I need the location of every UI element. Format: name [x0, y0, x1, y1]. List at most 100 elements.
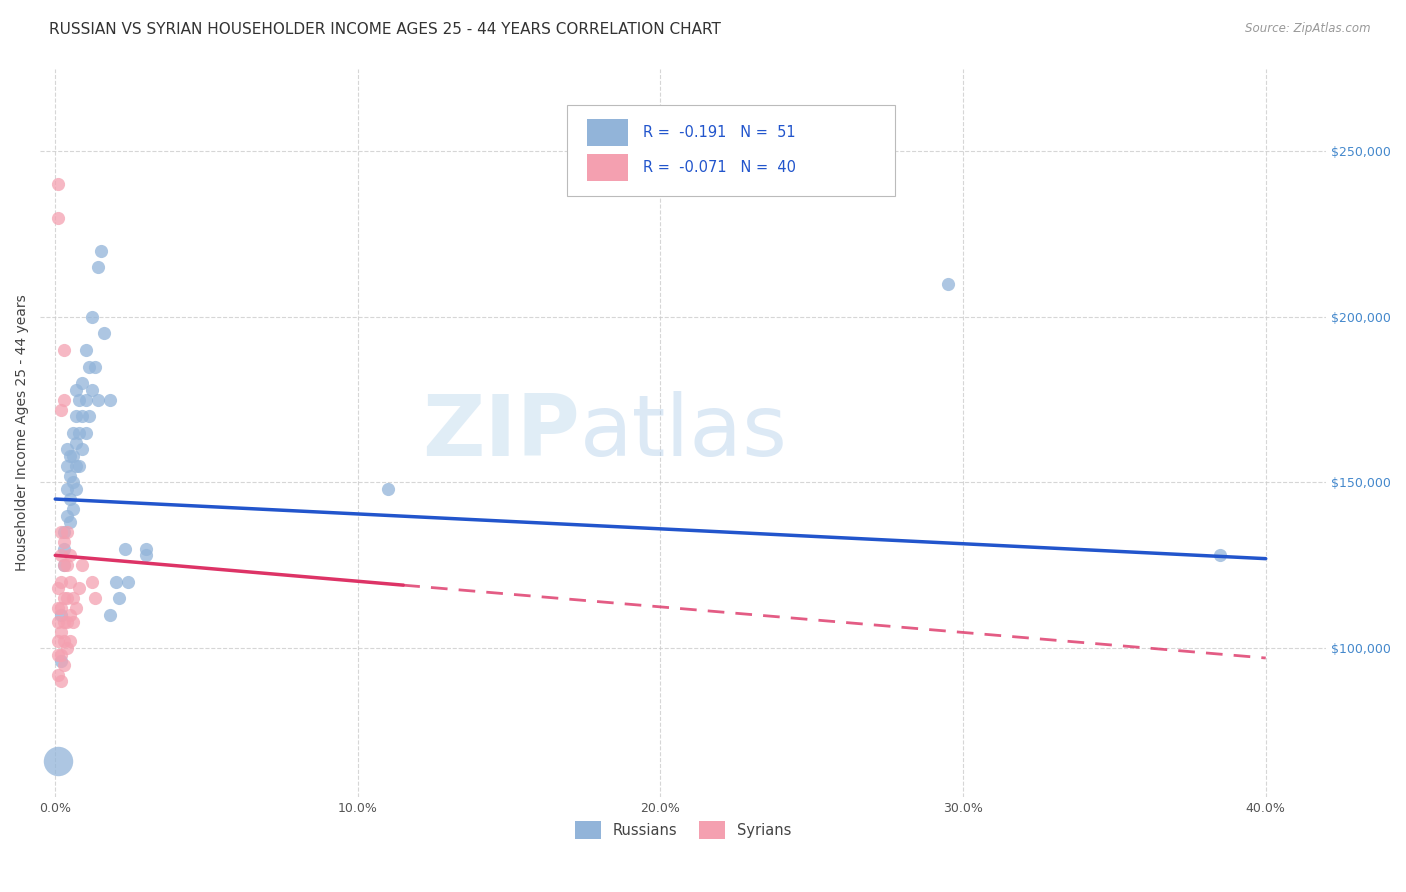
Point [46, 648, 69, 662]
Point [51, 525, 73, 540]
Point [56, 508, 79, 523]
Point [69, 425, 91, 440]
Point [62, 591, 84, 606]
Point [56, 591, 79, 606]
Point [51, 674, 73, 689]
Point [51, 648, 73, 662]
Text: atlas: atlas [581, 392, 789, 475]
Point [135, 549, 157, 563]
Text: R =  -0.071   N =  40: R = -0.071 N = 40 [644, 160, 796, 175]
Point [59, 574, 82, 589]
Point [75, 343, 97, 357]
Point [75, 392, 97, 407]
Point [59, 607, 82, 622]
Point [56, 442, 79, 457]
Point [56, 641, 79, 656]
Point [53, 535, 76, 549]
Point [51, 654, 73, 668]
Point [114, 541, 136, 556]
Point [51, 402, 73, 417]
Point [56, 458, 79, 473]
Point [46, 178, 69, 192]
Point [46, 211, 69, 225]
Point [53, 615, 76, 629]
Point [59, 491, 82, 506]
Legend: Russians, Syrians: Russians, Syrians [569, 815, 797, 845]
Point [51, 624, 73, 639]
Point [62, 449, 84, 463]
Point [65, 482, 87, 496]
Point [117, 574, 139, 589]
Point [75, 425, 97, 440]
Point [51, 601, 73, 615]
Point [59, 449, 82, 463]
Point [56, 558, 79, 573]
Point [86, 392, 108, 407]
Y-axis label: Householder Income Ages 25 - 44 years: Householder Income Ages 25 - 44 years [15, 294, 30, 571]
Point [69, 458, 91, 473]
Point [65, 409, 87, 424]
Point [46, 582, 69, 596]
Point [62, 425, 84, 440]
Point [72, 558, 94, 573]
Point [80, 574, 103, 589]
Point [59, 634, 82, 648]
Point [86, 260, 108, 275]
Point [51, 574, 73, 589]
Text: ZIP: ZIP [423, 392, 581, 475]
Point [53, 634, 76, 648]
Bar [586, 153, 628, 181]
Text: RUSSIAN VS SYRIAN HOUSEHOLDER INCOME AGES 25 - 44 YEARS CORRELATION CHART: RUSSIAN VS SYRIAN HOUSEHOLDER INCOME AGE… [49, 22, 721, 37]
Bar [586, 119, 628, 146]
Point [56, 615, 79, 629]
Point [53, 392, 76, 407]
Point [98, 607, 121, 622]
Point [53, 525, 76, 540]
Point [53, 558, 76, 573]
Point [59, 515, 82, 529]
Point [80, 310, 103, 324]
Point [56, 482, 79, 496]
Point [53, 591, 76, 606]
Text: Source: ZipAtlas.com: Source: ZipAtlas.com [1246, 22, 1371, 36]
Point [46, 754, 69, 768]
Point [377, 482, 399, 496]
Point [46, 615, 69, 629]
Point [77, 359, 100, 374]
Point [65, 383, 87, 397]
Point [72, 409, 94, 424]
Point [56, 525, 79, 540]
Point [62, 502, 84, 516]
Point [62, 475, 84, 490]
Point [72, 442, 94, 457]
Point [80, 383, 103, 397]
Point [83, 359, 105, 374]
Point [59, 549, 82, 563]
Point [69, 582, 91, 596]
Point [46, 601, 69, 615]
Point [53, 343, 76, 357]
Point [62, 615, 84, 629]
Point [53, 541, 76, 556]
Point [53, 657, 76, 672]
Point [98, 392, 121, 407]
Point [104, 574, 127, 589]
Point [1209, 549, 1232, 563]
Point [46, 667, 69, 681]
Text: R =  -0.191   N =  51: R = -0.191 N = 51 [644, 125, 796, 140]
Point [93, 326, 115, 341]
Point [69, 392, 91, 407]
Point [72, 376, 94, 391]
Point [65, 601, 87, 615]
Point [107, 591, 129, 606]
Point [936, 277, 959, 291]
Point [135, 541, 157, 556]
Point [65, 458, 87, 473]
Point [59, 468, 82, 483]
Point [46, 634, 69, 648]
Point [51, 549, 73, 563]
Point [83, 591, 105, 606]
Point [90, 244, 112, 258]
Point [51, 607, 73, 622]
FancyBboxPatch shape [568, 105, 896, 196]
